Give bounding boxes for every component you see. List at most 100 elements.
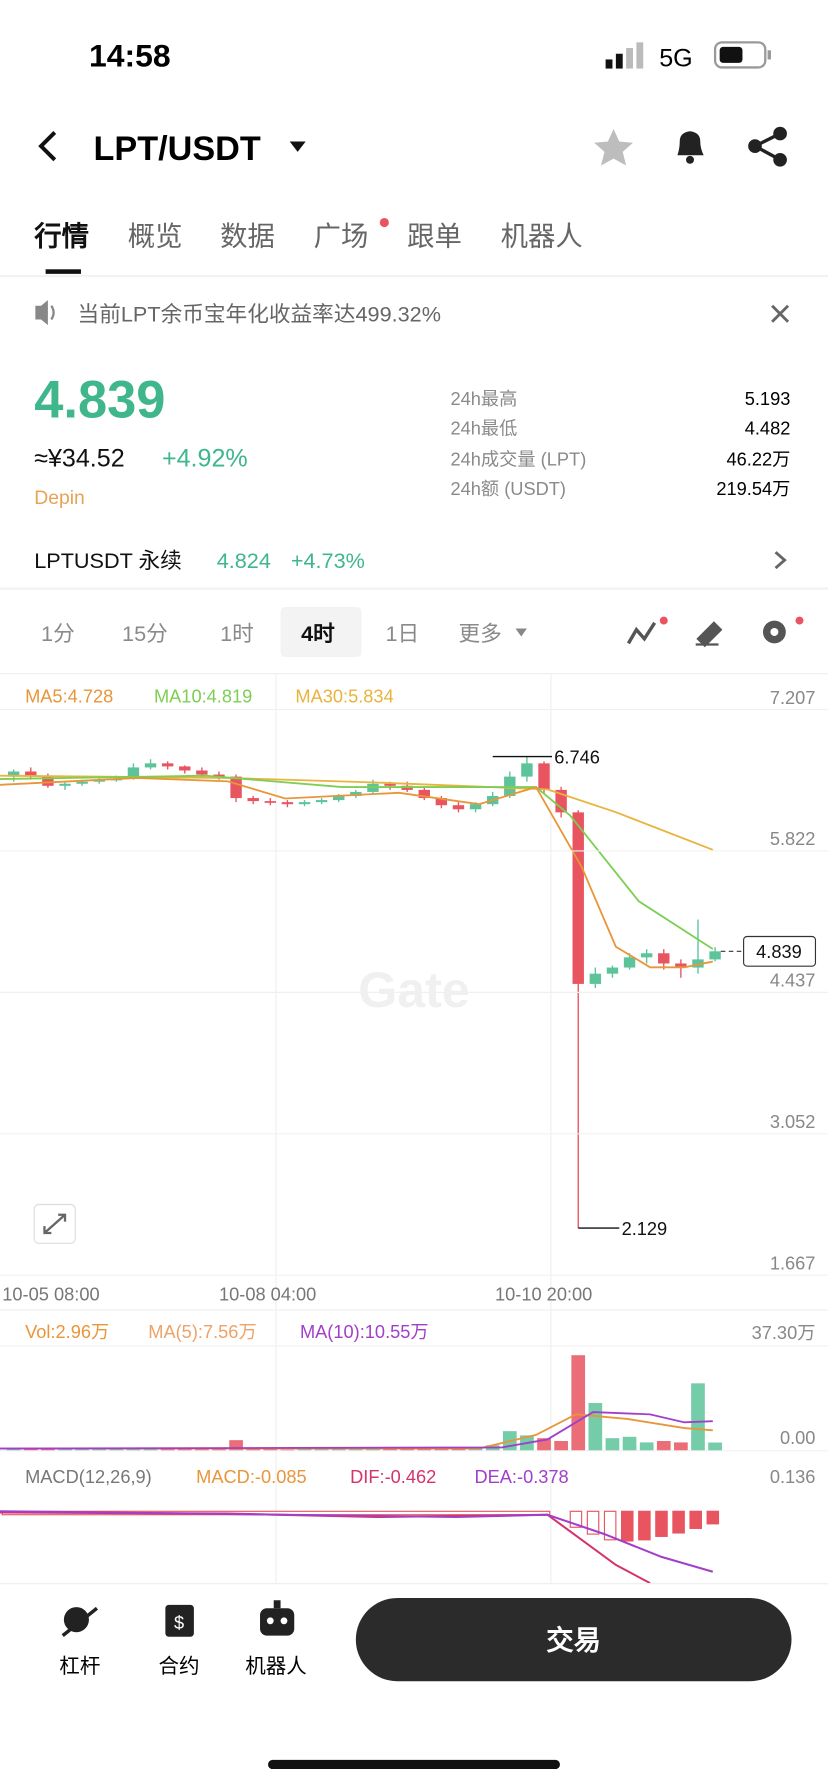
- interval[interactable]: 4时: [301, 621, 335, 646]
- volume-bar: [229, 1440, 243, 1451]
- candle-body: [230, 776, 242, 799]
- candle-body: [469, 804, 482, 810]
- tab[interactable]: 机器人: [501, 220, 583, 251]
- trade-button[interactable]: [355, 1597, 792, 1682]
- interval[interactable]: 1时: [220, 621, 254, 646]
- candle-body: [25, 771, 37, 776]
- volume-bar: [246, 1449, 261, 1451]
- candle-body: [179, 766, 191, 771]
- volume-bar: [366, 1448, 380, 1451]
- tab-indicator: [45, 269, 81, 274]
- candle-body: [658, 953, 670, 964]
- ma-label: MA30:5.834: [295, 686, 393, 707]
- ma-label: MA10:4.819: [154, 686, 252, 707]
- ma30-line: [0, 774, 714, 851]
- vol-legend: Vol:2.96万 MA(5):7.56万 MA(10):10.55万: [25, 1321, 429, 1342]
- tab[interactable]: 行情: [33, 220, 89, 251]
- candle-body: [555, 789, 567, 813]
- candle-body: [623, 957, 636, 968]
- divider: [0, 1583, 828, 1585]
- volume-bar: [6, 1448, 21, 1451]
- candle-body: [572, 812, 584, 984]
- volume-bars: [6, 1355, 722, 1451]
- macd-label: MACD:-0.085: [196, 1466, 306, 1487]
- interval[interactable]: 更多: [458, 621, 501, 646]
- interval-bar: 1分 15分 1时 4时 1日 更多: [41, 621, 502, 646]
- candle-body: [640, 953, 653, 958]
- pair-title[interactable]: LPT/USDT: [94, 130, 261, 168]
- last-price-label: 4.839: [756, 941, 802, 962]
- candle-body: [59, 783, 71, 786]
- dea-line: [0, 1510, 714, 1573]
- nav-contract[interactable]: $ 合约: [159, 1604, 200, 1678]
- candle-body: [692, 959, 704, 968]
- candle-body: [42, 775, 54, 786]
- candle-body: [213, 774, 225, 777]
- nav-bot[interactable]: 机器人: [245, 1600, 307, 1678]
- draw-button[interactable]: [695, 621, 723, 648]
- chevron: [774, 551, 787, 570]
- home-indicator: [268, 1759, 560, 1770]
- stat-value: 5.193: [745, 388, 791, 409]
- pair-dropdown[interactable]: [289, 141, 306, 152]
- candle-body: [161, 763, 174, 767]
- y-tick-label: 1.667: [770, 1253, 816, 1274]
- candle-body: [350, 791, 362, 797]
- stat-label: 24h最高: [450, 388, 517, 409]
- vol-ma10: [0, 1411, 713, 1450]
- speaker-icon: [35, 300, 55, 326]
- icon-glyph: $: [174, 1612, 184, 1633]
- volume-bar: [588, 1403, 603, 1451]
- watermark: Gate: [358, 962, 470, 1018]
- volume-bar: [195, 1449, 209, 1451]
- share-button[interactable]: [748, 126, 787, 167]
- last-price-box: [743, 935, 817, 967]
- nav-leverage[interactable]: 杠杆: [59, 1606, 100, 1678]
- volume-bar: [348, 1448, 363, 1451]
- stat-label: 24h最低: [450, 418, 517, 439]
- volume-bar: [554, 1441, 568, 1451]
- last-price: 4.839: [34, 372, 165, 430]
- expand-button[interactable]: [33, 1203, 76, 1244]
- interval[interactable]: 1分: [41, 621, 75, 646]
- perpetual-row[interactable]: LPTUSDT 永续 4.824 +4.73%: [34, 548, 787, 573]
- banner-text[interactable]: 当前LPT余币宝年化收益率达499.32%: [78, 302, 441, 327]
- volume-bar: [468, 1448, 483, 1451]
- high-label: 6.746: [554, 746, 600, 767]
- volume-bar: [41, 1449, 55, 1451]
- interval[interactable]: 15分: [122, 621, 168, 646]
- tab[interactable]: 数据: [220, 220, 275, 251]
- stat-value: 4.482: [745, 418, 791, 439]
- perpetual-price: 4.824: [217, 548, 271, 573]
- chart-border: [0, 673, 828, 675]
- candle-body: [435, 798, 448, 806]
- settings-button[interactable]: [762, 616, 804, 644]
- stat-value: 46.22万: [726, 448, 790, 469]
- volume-bar: [58, 1448, 72, 1451]
- tab[interactable]: 广场: [314, 220, 369, 251]
- stats: 24h最高 5.193 24h最低 4.482 24h成交量 (LPT) 46.…: [450, 388, 790, 499]
- back-button[interactable]: [38, 131, 57, 162]
- volume-bar: [263, 1449, 278, 1451]
- vol-ma5: [0, 1413, 713, 1450]
- volume-bar: [400, 1448, 414, 1451]
- tab[interactable]: 概览: [128, 220, 183, 251]
- banner-close[interactable]: [771, 304, 790, 323]
- volume-bar: [75, 1449, 89, 1451]
- candle-body: [709, 951, 721, 960]
- favorite-button[interactable]: [594, 129, 633, 166]
- price-change: +4.92%: [162, 445, 248, 473]
- macd-label: MACD(12,26,9): [25, 1466, 152, 1487]
- volume-bar: [656, 1441, 671, 1451]
- candle-body: [315, 800, 328, 803]
- volume-bar: [160, 1449, 175, 1451]
- interval[interactable]: 1日: [385, 621, 419, 646]
- tab[interactable]: 跟单: [407, 220, 462, 251]
- x-tick-label: 10-05 08:00: [2, 1283, 99, 1304]
- tag[interactable]: Depin: [34, 487, 85, 509]
- macd-lines: [0, 1510, 714, 1585]
- indicator-button[interactable]: [626, 616, 668, 645]
- status-time: 14:58: [89, 37, 171, 73]
- volume-bar: [417, 1448, 432, 1451]
- alert-button[interactable]: [677, 131, 704, 164]
